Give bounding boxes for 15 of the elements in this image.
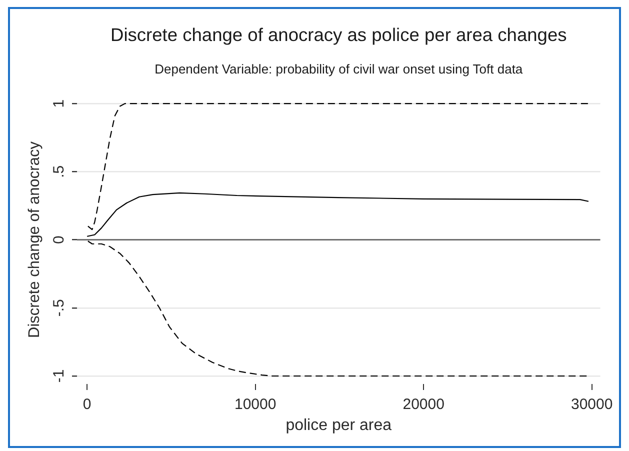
x-tick-label: 30000: [570, 396, 613, 414]
x-tick-label: 0: [82, 396, 92, 414]
line-series: [87, 103, 590, 230]
x-axis-title: police per area: [286, 416, 392, 434]
x-tick-label: 20000: [402, 396, 444, 414]
y-axis-title: Discrete change of anocracy: [26, 141, 44, 338]
chart-title: Discrete change of anocracy as police per area changes: [110, 24, 567, 46]
y-tick-label: -.5: [50, 299, 68, 317]
chart-subtitle: Dependent Variable: probability of civil war onset using Toft data: [154, 61, 524, 76]
y-tick-label: -1: [50, 369, 68, 383]
y-tick-label: .5: [50, 165, 68, 178]
y-tick-label: 0: [50, 236, 68, 244]
y-tick-label: 1: [50, 99, 68, 108]
line-series: [87, 240, 590, 377]
x-tick-label: 10000: [234, 396, 276, 414]
